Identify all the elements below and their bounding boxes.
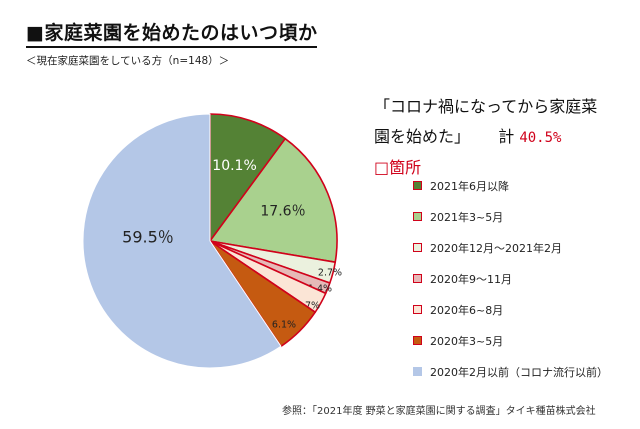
slice-label: 1.4%: [308, 284, 332, 295]
slice-label: 59.5％: [122, 228, 174, 247]
pie-slice: [209, 137, 338, 264]
legend-item: 2020年9～11月: [413, 263, 608, 294]
title-block: ■家庭菜園を始めたのはいつ頃か ＜現在家庭菜園をしている方（n=148）＞: [26, 18, 318, 68]
legend-label: 2020年6~8月: [430, 303, 504, 317]
callout-highlight-note: □箇所: [374, 158, 422, 177]
callout-line2-row: 園を始めた」 計 40.5%: [374, 122, 597, 153]
slice-label: 10.1%: [212, 158, 256, 174]
legend-swatch: [413, 212, 422, 221]
callout-total-label: 計: [498, 127, 515, 146]
slice-label: 17.6％: [260, 203, 305, 219]
callout-total-value: 40.5%: [519, 130, 562, 146]
slice-label: 6.1%: [272, 320, 296, 331]
legend-item: 2021年3~5月: [413, 201, 608, 232]
legend-label: 2020年3~5月: [430, 334, 504, 348]
legend-label: 2021年6月以降: [430, 179, 509, 193]
legend-swatch: [413, 305, 422, 314]
chart-title: ■家庭菜園を始めたのはいつ頃か: [26, 18, 318, 48]
legend-label: 2020年12月～2021年2月: [430, 241, 562, 255]
legend-item: 2020年2月以前（コロナ流行以前）: [413, 356, 608, 387]
legend-label: 2020年2月以前（コロナ流行以前）: [430, 365, 608, 379]
callout-line2: 園を始めた」: [374, 127, 471, 146]
pie-slice: [82, 113, 282, 369]
callout-line1: 「コロナ禍になってから家庭菜: [374, 97, 598, 116]
slice-label: 2.7%: [296, 301, 320, 312]
legend-swatch: [413, 181, 422, 190]
legend-label: 2020年9～11月: [430, 272, 512, 286]
legend-item: 2020年6~8月: [413, 294, 608, 325]
legend: 2021年6月以降 2021年3~5月 2020年12月～2021年2月 2020年9…: [413, 170, 608, 387]
pie-slice: [209, 113, 287, 242]
legend-item: 2020年12月～2021年2月: [413, 232, 608, 263]
legend-swatch: [413, 367, 422, 376]
slice-label: 2.7%: [318, 268, 342, 279]
legend-swatch: [413, 243, 422, 252]
legend-swatch: [413, 274, 422, 283]
legend-item: 2020年3~5月: [413, 325, 608, 356]
legend-item: 2021年6月以降: [413, 170, 608, 201]
callout: 「コロナ禍になってから家庭菜 園を始めた」 計 40.5% □箇所: [374, 92, 597, 183]
source-note: 参照：「2021年度 野菜と家庭菜園に関する調査」タイキ種苗株式会社: [282, 406, 596, 417]
chart-subtitle: ＜現在家庭菜園をしている方（n=148）＞: [26, 55, 230, 67]
legend-swatch: [413, 336, 422, 345]
legend-label: 2021年3~5月: [430, 210, 504, 224]
